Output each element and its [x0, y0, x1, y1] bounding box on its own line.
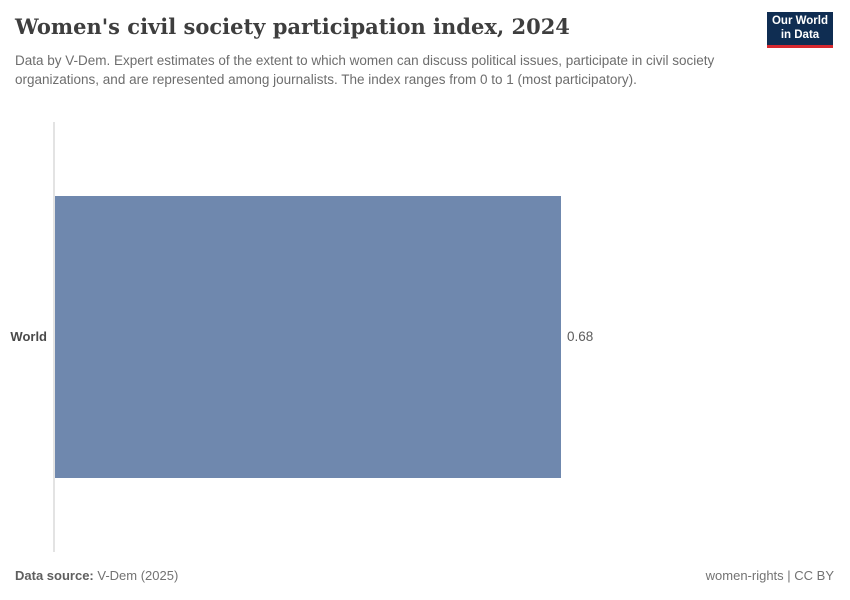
owid-logo-line2: in Data [780, 28, 820, 41]
bar-world[interactable] [55, 196, 561, 478]
data-source: Data source: V-Dem (2025) [15, 568, 178, 583]
footer: Data source: V-Dem (2025) women-rights |… [15, 568, 834, 583]
page-title: Women's civil society participation inde… [15, 14, 570, 39]
footer-note: women-rights | CC BY [705, 568, 834, 583]
y-axis-line [53, 122, 55, 552]
value-label: 0.68 [567, 329, 594, 344]
owid-logo-line1: Our World [771, 15, 828, 27]
chart-subtitle: Data by V-Dem. Expert estimates of the e… [15, 53, 715, 87]
owid-logo: Our World in Data [767, 12, 833, 48]
entity-label: World [10, 329, 47, 344]
data-source-label: Data source: [15, 568, 94, 583]
data-source-value: V-Dem (2025) [97, 568, 179, 583]
